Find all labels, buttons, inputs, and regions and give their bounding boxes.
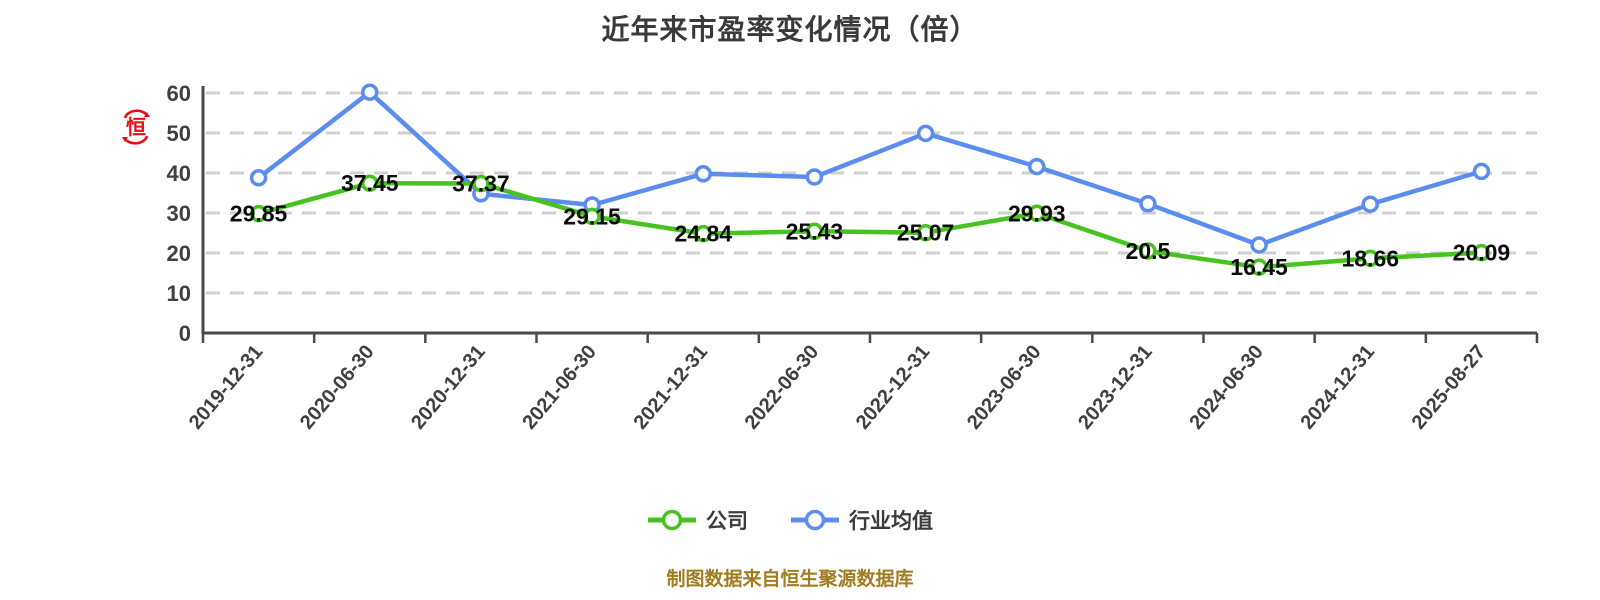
legend-item-industry-average[interactable]: 行业均值 bbox=[790, 505, 933, 535]
data-point-marker-公司 bbox=[1028, 204, 1046, 223]
data-point-label: 25.07 bbox=[897, 220, 955, 246]
data-point-label: 25.43 bbox=[786, 218, 844, 244]
data-point-label: 20.09 bbox=[1453, 240, 1511, 266]
data-point-marker-公司 bbox=[805, 222, 824, 241]
pe-ratio-line-chart: 0 10 20 30 40 50 60 2019-12-31 2020-06-30 2020-12… bbox=[167, 81, 1539, 434]
legend-item-company[interactable]: 公司 bbox=[647, 505, 748, 535]
data-point-marker-行业均值 bbox=[916, 124, 935, 143]
data-point-label: 37.45 bbox=[341, 170, 399, 196]
data-point-marker-行业均值 bbox=[1472, 162, 1491, 181]
x-axis-tick-label: 2022-06-30 bbox=[741, 341, 824, 434]
data-point-marker-公司 bbox=[1139, 242, 1157, 260]
data-point-label: 20.5 bbox=[1126, 238, 1171, 264]
data-point-marker-行业均值 bbox=[361, 83, 379, 101]
y-axis-tick-label: 50 bbox=[167, 121, 191, 146]
y-axis-tick-label: 10 bbox=[167, 281, 191, 306]
data-point-marker-公司 bbox=[1250, 258, 1268, 276]
data-point-label: 24.84 bbox=[674, 221, 732, 247]
x-axis-tick-label: 2021-12-31 bbox=[629, 341, 712, 434]
x-axis-tick-label: 2023-06-30 bbox=[963, 341, 1046, 434]
data-point-label: 29.93 bbox=[1008, 200, 1066, 226]
y-axis-tick-label: 20 bbox=[167, 241, 191, 266]
x-axis-tick-label: 2022-12-31 bbox=[852, 341, 935, 434]
data-point-marker-行业均值 bbox=[694, 165, 712, 183]
data-point-marker-行业均值 bbox=[805, 168, 824, 186]
data-point-marker-行业均值 bbox=[1028, 157, 1046, 176]
data-point-marker-行业均值 bbox=[1361, 195, 1379, 213]
data-point-label: 18.66 bbox=[1341, 245, 1399, 271]
data-point-marker-公司 bbox=[249, 204, 268, 223]
data-point-marker-行业均值 bbox=[249, 169, 268, 187]
data-point-label: 16.45 bbox=[1230, 254, 1288, 280]
series-line-公司 bbox=[256, 180, 1484, 270]
data-point-marker-公司 bbox=[472, 174, 490, 193]
legend-marker-icon bbox=[791, 509, 839, 531]
x-axis-tick-label: 2024-12-31 bbox=[1296, 341, 1379, 434]
data-point-marker-公司 bbox=[1361, 249, 1379, 268]
chart-legend: 公司 行业均值 bbox=[0, 505, 1580, 535]
legend-label: 行业均值 bbox=[849, 510, 933, 533]
data-point-label: 29.15 bbox=[563, 203, 621, 229]
data-point-marker-公司 bbox=[583, 207, 601, 226]
hengsheng-logo-icon: 恒 bbox=[122, 109, 150, 145]
data-source-note: 制图数据来自恒生聚源数据库 bbox=[666, 569, 914, 590]
x-axis-tick-label: 2023-12-31 bbox=[1074, 341, 1157, 434]
y-axis-tick-label: 30 bbox=[167, 201, 191, 226]
x-axis-tick-label: 2021-06-30 bbox=[518, 341, 601, 434]
x-axis-tick-label: 2020-06-30 bbox=[296, 341, 379, 434]
data-point-marker-公司 bbox=[916, 223, 935, 242]
data-point-marker-公司 bbox=[694, 224, 712, 243]
watermark-char: 恒 bbox=[126, 116, 146, 139]
y-axis-tick-label: 0 bbox=[179, 321, 191, 346]
legend-marker-icon bbox=[648, 509, 696, 531]
x-axis-tick-label: 2019-12-31 bbox=[185, 341, 268, 434]
data-point-marker-公司 bbox=[1472, 243, 1491, 262]
y-axis-tick-label: 60 bbox=[167, 81, 191, 106]
chart-title: 近年来市盈率变化情况（倍） bbox=[601, 14, 979, 45]
data-point-marker-行业均值 bbox=[1250, 236, 1268, 254]
legend-label: 公司 bbox=[706, 510, 748, 533]
y-axis-tick-label: 40 bbox=[167, 161, 191, 186]
x-axis-tick-label: 2025-08-27 bbox=[1408, 341, 1491, 434]
x-axis-tick-label: 2024-06-30 bbox=[1185, 341, 1268, 434]
data-point-label: 37.37 bbox=[452, 171, 510, 197]
data-point-marker-行业均值 bbox=[1139, 195, 1157, 213]
data-point-marker-公司 bbox=[361, 174, 379, 192]
x-axis-tick-label: 2020-12-31 bbox=[407, 341, 490, 434]
data-point-label: 29.85 bbox=[230, 201, 288, 227]
series-line-行业均值 bbox=[256, 89, 1484, 248]
